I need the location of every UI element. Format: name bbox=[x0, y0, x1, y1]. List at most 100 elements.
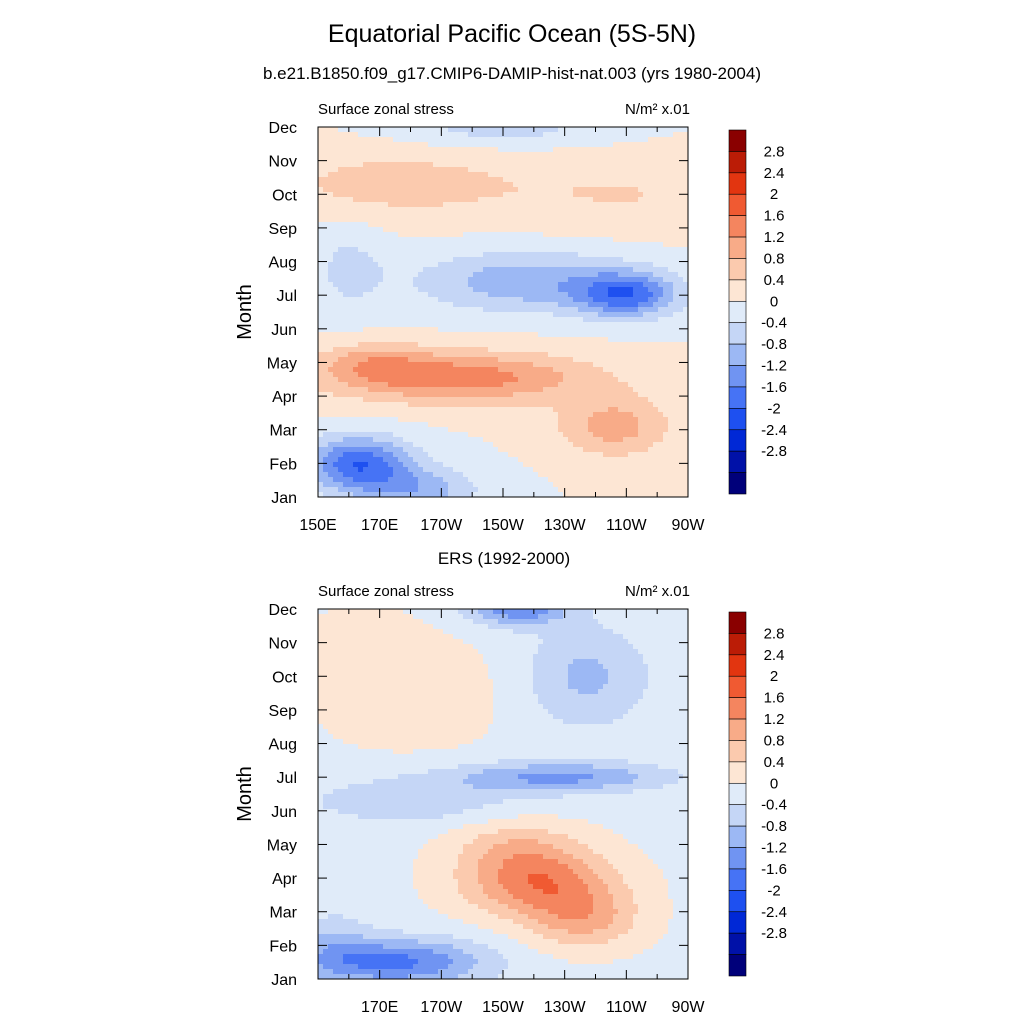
field-cell bbox=[608, 217, 614, 223]
field-cell bbox=[348, 317, 354, 323]
field-cell bbox=[453, 462, 459, 468]
field-cell bbox=[548, 247, 554, 253]
field-cell bbox=[623, 452, 629, 458]
field-cell bbox=[638, 272, 644, 278]
field-cell bbox=[503, 127, 509, 133]
field-cell bbox=[423, 202, 429, 208]
field-cell bbox=[388, 412, 394, 418]
field-cell bbox=[403, 327, 409, 333]
field-cell bbox=[528, 402, 534, 408]
field-cell bbox=[563, 322, 569, 328]
field-cell bbox=[623, 307, 629, 313]
field-cell bbox=[543, 387, 549, 393]
field-cell bbox=[383, 227, 389, 233]
field-cell bbox=[488, 442, 494, 448]
field-cell bbox=[548, 142, 554, 148]
field-cell bbox=[418, 407, 424, 413]
field-cell bbox=[433, 307, 439, 313]
field-cell bbox=[498, 362, 504, 368]
field-cell bbox=[618, 417, 624, 423]
field-cell bbox=[533, 397, 539, 403]
field-cell bbox=[548, 157, 554, 163]
field-cell bbox=[608, 387, 614, 393]
field-cell bbox=[488, 357, 494, 363]
field-cell bbox=[528, 297, 534, 303]
field-cell bbox=[368, 417, 374, 423]
field-cell bbox=[518, 452, 524, 458]
field-cell bbox=[628, 427, 634, 433]
field-cell bbox=[473, 207, 479, 213]
field-cell bbox=[398, 262, 404, 268]
field-cell bbox=[493, 342, 499, 348]
field-cell bbox=[563, 367, 569, 373]
field-cell bbox=[348, 357, 354, 363]
field-cell bbox=[678, 262, 684, 268]
field-cell bbox=[398, 432, 404, 438]
field-cell bbox=[663, 317, 669, 323]
field-cell bbox=[558, 432, 564, 438]
field-cell bbox=[663, 272, 669, 278]
field-cell bbox=[433, 367, 439, 373]
field-cell bbox=[343, 422, 349, 428]
field-cell bbox=[338, 252, 344, 258]
field-cell bbox=[503, 457, 509, 463]
field-cell bbox=[668, 437, 674, 443]
field-cell bbox=[413, 157, 419, 163]
field-cell bbox=[433, 342, 439, 348]
field-cell bbox=[553, 242, 559, 248]
field-cell bbox=[358, 152, 364, 158]
field-cell bbox=[608, 307, 614, 313]
field-cell bbox=[643, 352, 649, 358]
field-cell bbox=[598, 162, 604, 168]
field-cell bbox=[623, 422, 629, 428]
field-cell bbox=[363, 342, 369, 348]
field-cell bbox=[478, 227, 484, 233]
field-cell bbox=[623, 172, 629, 178]
field-cell bbox=[643, 137, 649, 143]
field-cell bbox=[588, 422, 594, 428]
field-cell bbox=[383, 307, 389, 313]
field-cell bbox=[383, 202, 389, 208]
field-cell bbox=[513, 217, 519, 223]
field-cell bbox=[498, 187, 504, 193]
field-cell bbox=[603, 257, 609, 263]
field-cell bbox=[343, 392, 349, 398]
field-cell bbox=[568, 157, 574, 163]
field-cell bbox=[628, 172, 634, 178]
field-cell bbox=[668, 187, 674, 193]
field-cell bbox=[443, 252, 449, 258]
field-cell bbox=[653, 357, 659, 363]
field-cell bbox=[628, 317, 634, 323]
field-cell bbox=[558, 222, 564, 228]
field-cell bbox=[368, 227, 374, 233]
field-cell bbox=[443, 422, 449, 428]
field-cell bbox=[508, 432, 514, 438]
field-cell bbox=[543, 282, 549, 288]
field-cell bbox=[483, 217, 489, 223]
field-cell bbox=[358, 432, 364, 438]
field-cell bbox=[633, 272, 639, 278]
field-cell bbox=[353, 307, 359, 313]
field-cell bbox=[453, 452, 459, 458]
field-cell bbox=[528, 132, 534, 138]
field-cell bbox=[648, 387, 654, 393]
field-cell bbox=[383, 317, 389, 323]
field-cell bbox=[423, 352, 429, 358]
field-cell bbox=[488, 347, 494, 353]
field-cell bbox=[428, 362, 434, 368]
field-cell bbox=[378, 427, 384, 433]
field-cell bbox=[518, 332, 524, 338]
field-cell bbox=[488, 452, 494, 458]
field-cell bbox=[603, 247, 609, 253]
field-cell bbox=[553, 342, 559, 348]
field-cell bbox=[593, 252, 599, 258]
field-cell bbox=[533, 207, 539, 213]
field-cell bbox=[378, 382, 384, 388]
field-cell bbox=[608, 277, 614, 283]
field-cell bbox=[398, 417, 404, 423]
field-cell bbox=[593, 352, 599, 358]
field-cell bbox=[498, 357, 504, 363]
field-cell bbox=[458, 237, 464, 243]
field-cell bbox=[623, 227, 629, 233]
field-cell bbox=[508, 302, 514, 308]
